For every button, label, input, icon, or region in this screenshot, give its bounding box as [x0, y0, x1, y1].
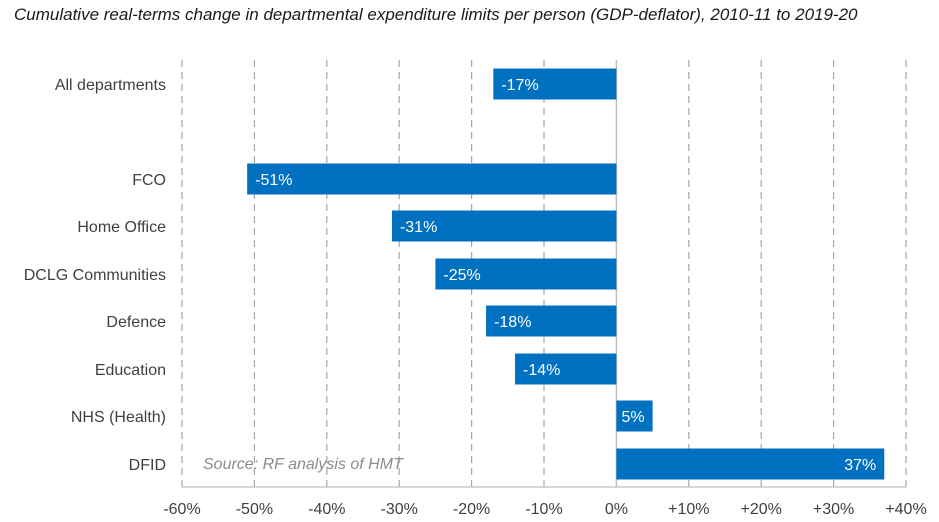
bar-value-label: -51% [255, 172, 292, 189]
x-tick-label: -10% [525, 501, 562, 518]
bar-value-label: -31% [400, 219, 437, 236]
category-label: DFID [129, 457, 166, 474]
category-label: DCLG Communities [24, 267, 166, 284]
x-tick-label: -60% [163, 501, 200, 518]
category-label: All departments [55, 77, 166, 94]
bar-value-label: -25% [443, 267, 480, 284]
bar-dclg-communities [435, 258, 617, 290]
category-label: NHS (Health) [71, 409, 166, 426]
bar-value-label: -14% [523, 362, 560, 379]
x-tick-label: -50% [236, 501, 273, 518]
category-axis: All departments FCO Home Office DCLG Commun… [24, 77, 166, 474]
bar-education [515, 353, 617, 385]
bar-dfid [616, 448, 885, 480]
bar-layer: -17% -51% -31% -25% -18% -14% 5% 37% [247, 68, 885, 480]
category-label: Defence [106, 314, 166, 331]
source-note: Source: RF analysis of HMT [203, 456, 404, 473]
x-tick-label: +10% [668, 501, 709, 518]
x-tick-label: -30% [381, 501, 418, 518]
category-label: Education [95, 362, 166, 379]
bar-value-label: -18% [494, 314, 531, 331]
bar-fco [247, 163, 617, 195]
x-tick-label: +30% [813, 501, 854, 518]
chart-title: Cumulative real-terms change in departme… [14, 5, 858, 24]
category-label: Home Office [77, 219, 166, 236]
bar-defence [486, 305, 617, 337]
category-label: FCO [132, 172, 166, 189]
x-tick-label: -40% [308, 501, 345, 518]
x-tick-label: +20% [741, 501, 782, 518]
bar-value-label: 37% [844, 457, 876, 474]
x-tick-label: -20% [453, 501, 490, 518]
bar-home-office [391, 210, 617, 242]
bar-value-label: -17% [501, 77, 538, 94]
bar-value-label: 5% [621, 409, 644, 426]
x-tick-label: +40% [885, 501, 926, 518]
bar-all-departments [493, 68, 617, 100]
bar-nhs-health [616, 400, 653, 432]
value-axis: -60% -50% -40% -30% -20% -10% 0% +10% +20% +30% +4… [163, 501, 926, 518]
x-tick-label: 0% [605, 501, 628, 518]
